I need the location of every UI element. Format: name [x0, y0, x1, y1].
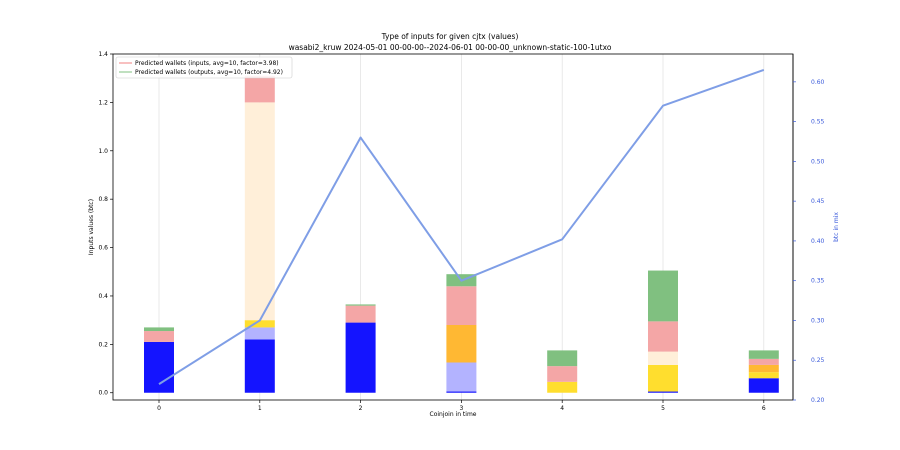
bar-segment: [144, 327, 174, 332]
y2-tick-label: 0.60: [811, 79, 825, 86]
y-tick-label: 0.2: [98, 341, 108, 348]
bar-segment: [648, 270, 678, 322]
y-axis-label: Inputs values (btc): [88, 199, 95, 255]
y-tick-label: 1.0: [98, 148, 108, 155]
legend-label-inputs: Predicted wallets (inputs, avg=10, facto…: [135, 60, 279, 67]
bar-segment: [144, 331, 174, 342]
x-tick-label: 0: [157, 405, 161, 412]
y-tick-label: 1.2: [98, 99, 108, 106]
bar-segment: [547, 366, 578, 382]
bar-segment: [748, 378, 779, 393]
chart-subtitle: wasabi2_kruw 2024-05-01 00-00-00--2024-0…: [289, 43, 612, 52]
bar-segment: [244, 339, 275, 393]
legend: Predicted wallets (inputs, avg=10, facto…: [115, 56, 293, 79]
y2-tick-label: 0.40: [811, 238, 825, 245]
legend-label-outputs: Predicted wallets (outputs, avg=10, fact…: [135, 69, 283, 76]
bar-segment: [446, 286, 477, 325]
bar-segment: [345, 305, 376, 323]
legend-box: [115, 56, 293, 79]
x-tick-label: 2: [359, 405, 363, 412]
x-axis: 0 1 2 3 4 5 6: [157, 400, 766, 412]
bar-segment: [547, 381, 578, 393]
bar-segment: [446, 362, 477, 392]
bar-segment: [748, 358, 779, 365]
x-tick-label: 4: [560, 405, 564, 412]
y-tick-label: 0.8: [98, 196, 108, 203]
y2-tick-label: 0.25: [811, 357, 825, 364]
bar-segment: [244, 327, 275, 340]
y2-tick-label: 0.50: [811, 158, 825, 165]
y2-axis-label: btc in mix: [833, 212, 840, 242]
line-series: [158, 68, 765, 385]
x-tick-label: 3: [459, 405, 463, 412]
y2-tick-label: 0.30: [811, 317, 825, 324]
x-axis-label: Coinjoin in time: [430, 411, 477, 418]
y2-tick-label: 0.55: [811, 119, 825, 126]
bar-segment: [244, 102, 275, 321]
bar-segment: [446, 324, 477, 363]
y2-tick-label: 0.35: [811, 278, 825, 285]
y2-tick-label: 0.20: [811, 397, 825, 404]
y2-tick-label: 0.45: [811, 198, 825, 205]
bar-segment: [648, 364, 678, 392]
bar-segment: [748, 364, 779, 373]
bar-segment: [748, 372, 779, 379]
bar-segment: [345, 322, 376, 393]
x-tick-label: 1: [258, 405, 262, 412]
bar-segment: [244, 75, 275, 103]
bar-segment: [446, 391, 477, 393]
y-tick-label: 0.4: [98, 293, 108, 300]
x-tick-label: 6: [762, 405, 766, 412]
bar-segment: [144, 341, 174, 393]
bars: [144, 75, 779, 393]
bar-segment: [648, 391, 678, 393]
chart-title: Type of inputs for given cjtx (values): [381, 32, 519, 41]
y-axis-left: 0.0 0.2 0.4 0.6 0.8 1.0 1.2 1.4: [98, 51, 113, 397]
y-tick-label: 1.4: [98, 51, 108, 58]
y-axis-right: 0.20 0.25 0.30 0.35 0.40 0.45 0.50 0.55 0.60: [793, 79, 825, 404]
bar-segment: [345, 304, 376, 306]
bar-segment: [648, 351, 678, 365]
bar-segment: [244, 320, 275, 328]
y-tick-label: 0.6: [98, 245, 108, 252]
btc-in-mix-line: [158, 68, 765, 385]
y-tick-label: 0.0: [98, 390, 108, 397]
bar-segment: [748, 350, 779, 359]
x-tick-label: 5: [661, 405, 665, 412]
bar-segment: [648, 321, 678, 352]
bar-segment: [547, 350, 578, 367]
